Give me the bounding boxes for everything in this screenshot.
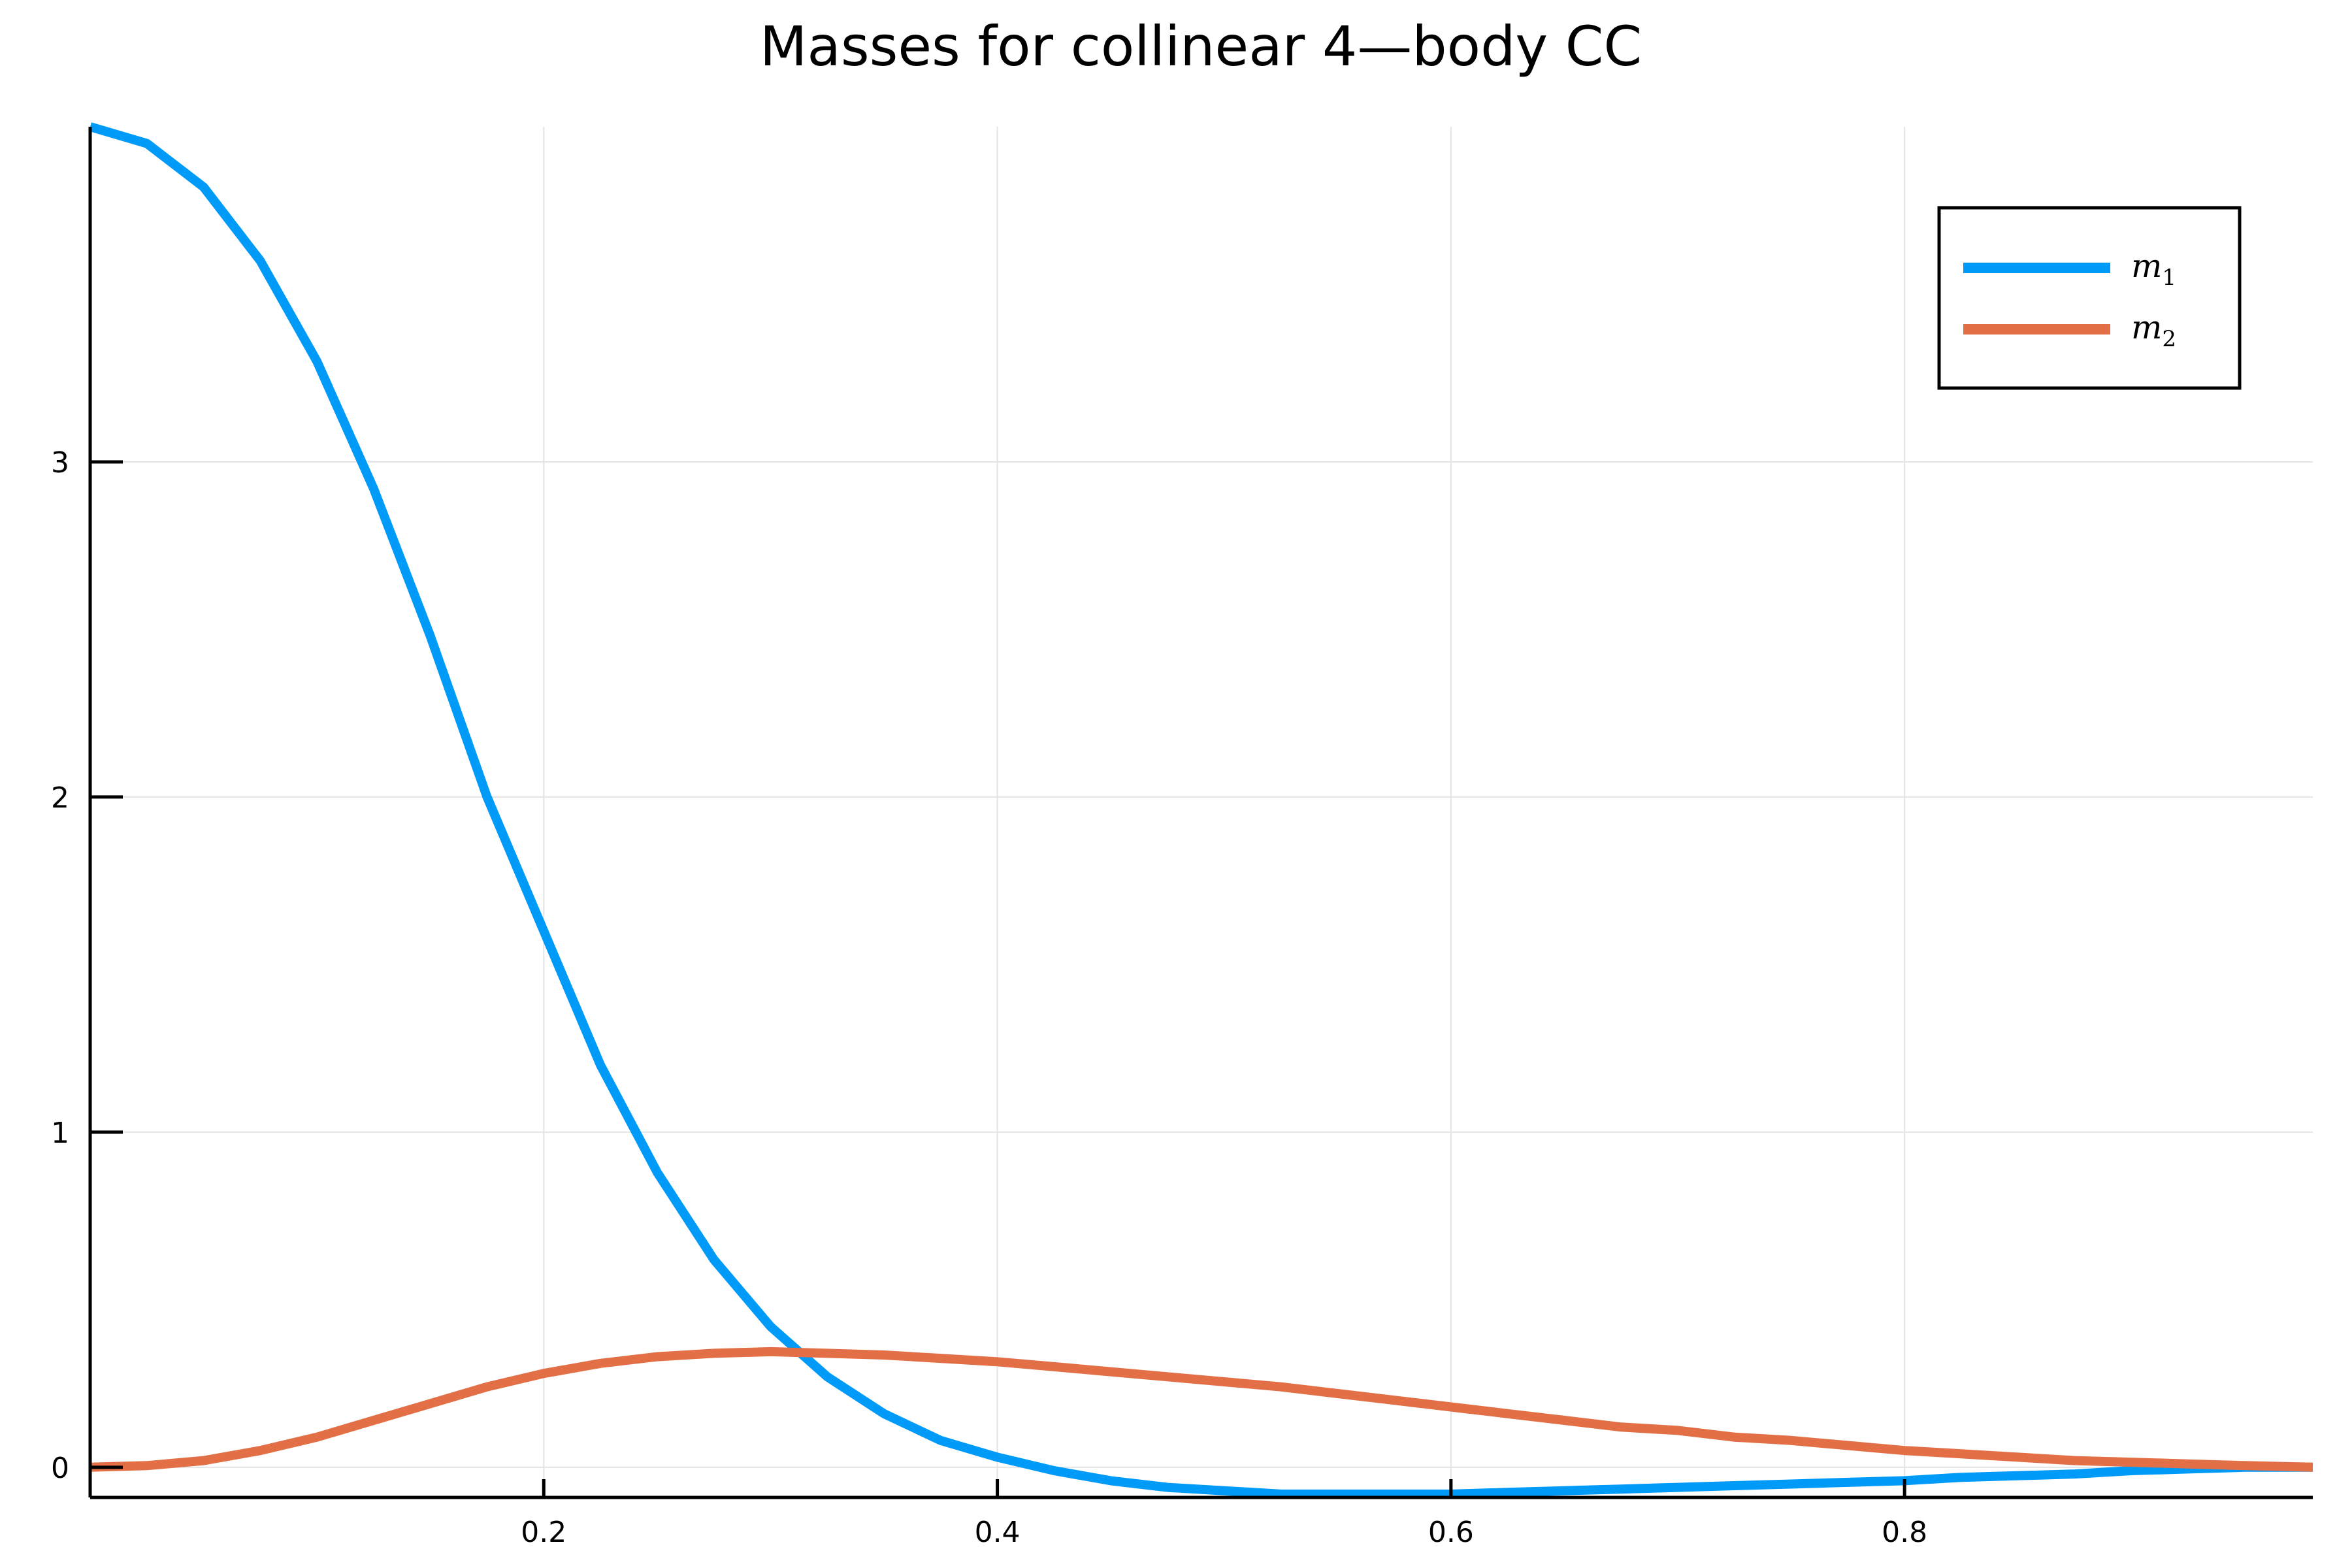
x-tick-label: 0.8 (1882, 1516, 1927, 1549)
tick-marks: 0.2 0.4 0.6 0.8 0 1 2 3 (51, 446, 1927, 1549)
legend-label-m2: m2 (2131, 308, 2176, 352)
y-tick-label: 3 (51, 446, 69, 480)
series-line-m2 (90, 1347, 2313, 1472)
y-tick-label: 0 (51, 1452, 69, 1485)
legend-label-m1: m1 (2131, 247, 2176, 291)
legend-box (1937, 206, 2242, 390)
y-tick-label: 2 (51, 781, 69, 815)
series-line-m1 (89, 122, 2313, 1499)
axes (88, 127, 2313, 1499)
x-tick-label: 0.2 (521, 1516, 566, 1549)
x-tick-label: 0.4 (975, 1516, 1021, 1549)
y-tick-label: 1 (51, 1117, 69, 1150)
chart-title: Masses for collinear 4—body CC (760, 14, 1642, 78)
x-tick-label: 0.6 (1428, 1516, 1474, 1549)
grid-lines (90, 127, 2313, 1497)
series-lines (89, 122, 2313, 1499)
